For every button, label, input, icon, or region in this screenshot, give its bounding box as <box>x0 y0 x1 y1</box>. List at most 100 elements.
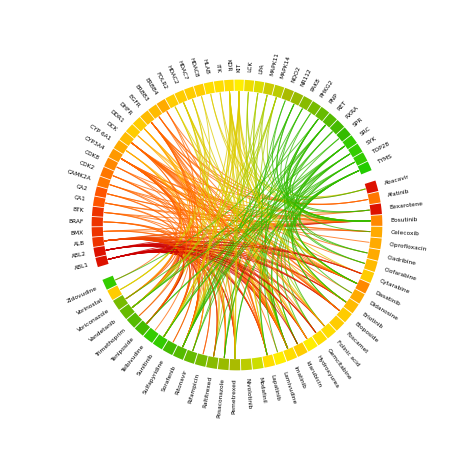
Polygon shape <box>93 246 106 257</box>
Text: ERBB3: ERBB3 <box>134 83 149 102</box>
Text: KDR: KDR <box>225 59 231 72</box>
Polygon shape <box>100 167 114 180</box>
Polygon shape <box>214 80 224 93</box>
Polygon shape <box>371 215 383 226</box>
Polygon shape <box>282 88 294 102</box>
Text: RXRA: RXRA <box>345 105 360 120</box>
Text: ERBB4: ERBB4 <box>144 76 158 96</box>
Polygon shape <box>283 347 297 361</box>
Text: Voriconazole: Voriconazole <box>77 308 110 333</box>
Polygon shape <box>244 80 254 92</box>
Text: Pemetrexed: Pemetrexed <box>232 378 237 414</box>
Text: BMX: BMX <box>71 230 84 235</box>
Text: Etoposide: Etoposide <box>353 321 379 344</box>
Polygon shape <box>195 353 208 367</box>
Polygon shape <box>364 259 378 272</box>
Text: Folinic acid: Folinic acid <box>336 339 361 367</box>
Polygon shape <box>93 197 105 207</box>
Polygon shape <box>343 135 357 149</box>
Polygon shape <box>204 81 215 94</box>
Polygon shape <box>299 96 312 110</box>
Polygon shape <box>312 330 327 346</box>
Text: PAK8: PAK8 <box>310 77 322 93</box>
Polygon shape <box>293 342 308 357</box>
Text: Sunitinib: Sunitinib <box>137 352 155 376</box>
Polygon shape <box>133 117 147 131</box>
Polygon shape <box>371 227 383 238</box>
Text: Teniposide: Teniposide <box>110 336 135 363</box>
Polygon shape <box>109 148 123 162</box>
Text: Abacavir: Abacavir <box>384 174 410 186</box>
Text: Bexarotene: Bexarotene <box>389 202 423 210</box>
Polygon shape <box>127 312 142 328</box>
Polygon shape <box>315 107 329 121</box>
Text: Cladribine: Cladribine <box>386 255 417 266</box>
Polygon shape <box>290 92 303 106</box>
Text: Lamivudine: Lamivudine <box>281 370 296 405</box>
Polygon shape <box>353 153 367 166</box>
Polygon shape <box>348 144 363 158</box>
Polygon shape <box>95 186 108 198</box>
Text: DDR1: DDR1 <box>109 109 125 124</box>
Text: SYK: SYK <box>365 135 378 145</box>
Polygon shape <box>144 328 159 343</box>
Polygon shape <box>241 359 252 370</box>
Polygon shape <box>263 82 274 95</box>
Text: Modafinil: Modafinil <box>257 376 266 404</box>
Polygon shape <box>184 86 196 100</box>
Text: SRC: SRC <box>359 126 372 136</box>
Text: CYP3A4: CYP3A4 <box>83 135 105 151</box>
Polygon shape <box>370 203 382 215</box>
Polygon shape <box>273 351 286 365</box>
Text: NQO2: NQO2 <box>290 65 301 83</box>
Text: HDAC8: HDAC8 <box>188 57 199 78</box>
Text: MAPK11: MAPK11 <box>269 52 280 76</box>
Text: Vandetanib: Vandetanib <box>89 318 118 342</box>
Polygon shape <box>104 158 118 171</box>
Text: ABL2: ABL2 <box>71 252 87 259</box>
Text: Sorafenib: Sorafenib <box>161 364 177 392</box>
Polygon shape <box>252 357 264 369</box>
Polygon shape <box>102 276 117 290</box>
Text: ALB: ALB <box>73 241 85 247</box>
Polygon shape <box>358 162 372 175</box>
Polygon shape <box>113 295 128 310</box>
Text: Dasatinib: Dasatinib <box>374 290 401 306</box>
Text: NR112: NR112 <box>300 68 313 87</box>
Polygon shape <box>119 304 135 319</box>
Text: Nivolotinib: Nivolotinib <box>245 378 252 410</box>
Polygon shape <box>350 289 365 304</box>
Text: CAMK2A: CAMK2A <box>66 169 91 181</box>
Polygon shape <box>194 84 206 97</box>
Polygon shape <box>229 359 240 370</box>
Polygon shape <box>218 358 229 370</box>
Polygon shape <box>206 356 219 369</box>
Text: Gemcitabine: Gemcitabine <box>326 347 352 381</box>
Text: Lapatinib: Lapatinib <box>269 374 280 401</box>
Text: MAPK14: MAPK14 <box>280 55 292 79</box>
Polygon shape <box>360 269 374 283</box>
Polygon shape <box>126 124 140 139</box>
Polygon shape <box>303 337 318 351</box>
Text: CA2: CA2 <box>76 184 89 192</box>
Text: PHKG2: PHKG2 <box>319 79 335 98</box>
Polygon shape <box>156 99 170 113</box>
Text: CDK8: CDK8 <box>83 149 100 161</box>
Text: Foscamet: Foscamet <box>345 331 368 354</box>
Text: DHFR: DHFR <box>118 101 132 116</box>
Text: Zidovudine: Zidovudine <box>66 286 98 304</box>
Text: FOLR2: FOLR2 <box>155 71 168 90</box>
Text: TYMS: TYMS <box>376 154 392 165</box>
Text: HDAC7: HDAC7 <box>176 60 188 81</box>
Text: DCK: DCK <box>105 121 118 133</box>
Polygon shape <box>367 248 380 261</box>
Text: EGFR: EGFR <box>127 94 141 109</box>
Text: Cytarabine: Cytarabine <box>379 279 411 295</box>
Text: Afatinib: Afatinib <box>387 189 410 198</box>
Polygon shape <box>307 101 321 116</box>
Polygon shape <box>368 192 381 204</box>
Polygon shape <box>365 180 378 194</box>
Text: BTK: BTK <box>73 207 84 213</box>
Polygon shape <box>148 104 162 119</box>
Polygon shape <box>369 238 382 249</box>
